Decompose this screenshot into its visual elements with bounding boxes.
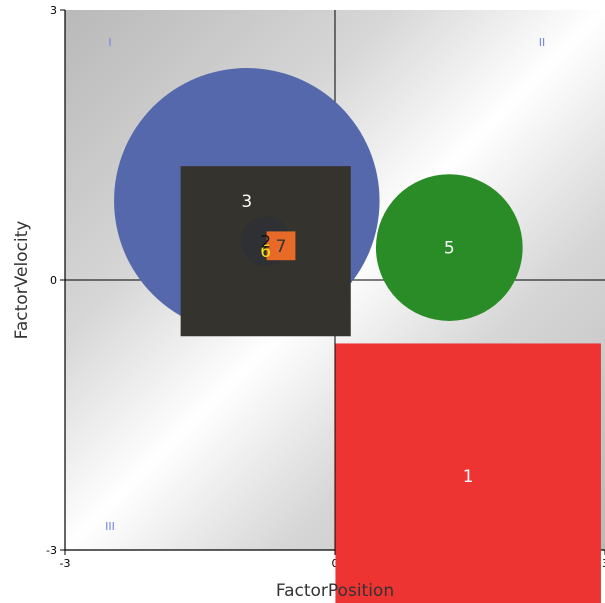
point-label-1: 1 [463, 467, 474, 487]
x-tick-label: 0 [332, 557, 339, 570]
quadrant-label: I [108, 36, 111, 49]
y-tick-label: -3 [46, 544, 57, 557]
point-label-5: 5 [444, 239, 455, 259]
bubble-5 [375, 174, 523, 321]
square-7 [266, 231, 296, 261]
y-tick-label: 0 [50, 274, 57, 287]
x-tick-label: -3 [60, 557, 71, 570]
point-label-3: 3 [241, 192, 252, 212]
quadrant-label: III [105, 520, 115, 533]
point-label-2: 2 [260, 232, 271, 252]
point-label-6: 6 [260, 242, 271, 262]
x-axis-title: FactorPosition [276, 581, 394, 601]
point-label-7: 7 [276, 237, 287, 257]
x-tick-label: 3 [602, 557, 605, 570]
y-tick-label: 3 [50, 4, 57, 17]
square-1 [335, 343, 601, 603]
y-axis-title: FactorVelocity [12, 221, 32, 340]
quadrant-label: II [539, 36, 546, 49]
